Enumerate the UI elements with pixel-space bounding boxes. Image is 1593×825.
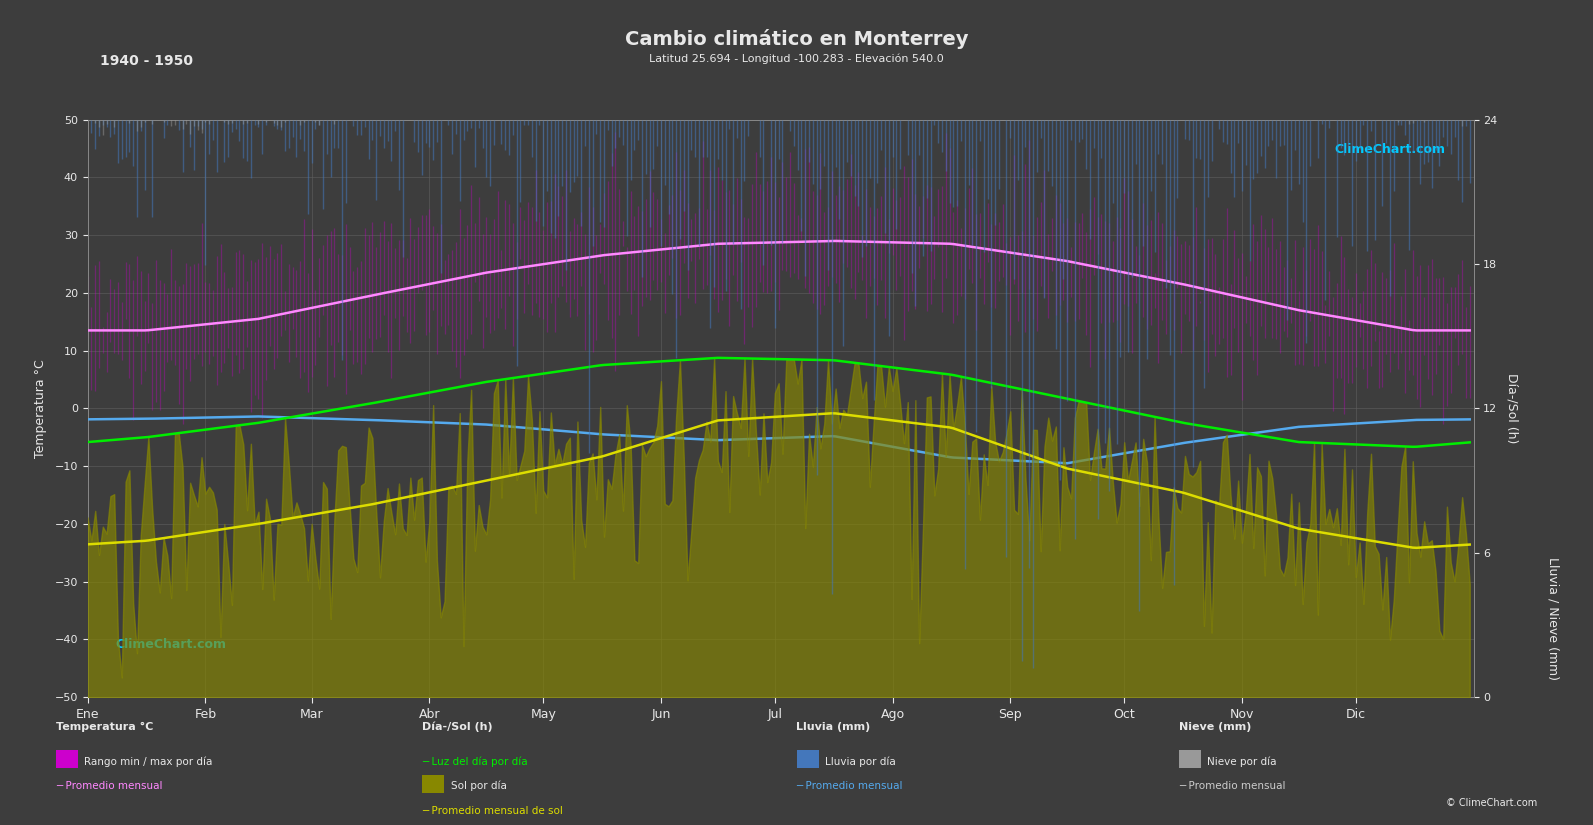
Text: ClimeChart.com: ClimeChart.com <box>1335 143 1446 156</box>
Text: Día-/Sol (h): Día-/Sol (h) <box>422 722 492 732</box>
Text: 1940 - 1950: 1940 - 1950 <box>100 54 193 68</box>
Text: Temperatura °C: Temperatura °C <box>56 722 153 732</box>
Text: Nieve (mm): Nieve (mm) <box>1179 722 1251 732</box>
Text: ─ Luz del día por día: ─ Luz del día por día <box>422 757 527 766</box>
Text: ─ Promedio mensual: ─ Promedio mensual <box>56 781 162 791</box>
Text: © ClimeChart.com: © ClimeChart.com <box>1446 799 1537 808</box>
Text: ─ Promedio mensual de sol: ─ Promedio mensual de sol <box>422 806 562 816</box>
Y-axis label: Día-/Sol (h): Día-/Sol (h) <box>1505 373 1518 444</box>
Text: Lluvia (mm): Lluvia (mm) <box>796 722 871 732</box>
Text: ─ Promedio mensual: ─ Promedio mensual <box>1179 781 1286 791</box>
Text: Latitud 25.694 - Longitud -100.283 - Elevación 540.0: Latitud 25.694 - Longitud -100.283 - Ele… <box>648 54 945 64</box>
Text: Sol por día: Sol por día <box>451 781 507 791</box>
Text: Lluvia por día: Lluvia por día <box>825 757 895 766</box>
Text: ─ Promedio mensual: ─ Promedio mensual <box>796 781 903 791</box>
Text: ClimeChart.com: ClimeChart.com <box>115 638 226 651</box>
Y-axis label: Temperatura °C: Temperatura °C <box>35 359 48 458</box>
Text: Rango min / max por día: Rango min / max por día <box>84 757 213 766</box>
Text: Cambio climático en Monterrey: Cambio climático en Monterrey <box>624 29 969 49</box>
Text: Nieve por día: Nieve por día <box>1207 757 1278 766</box>
Text: Lluvia / Nieve (mm): Lluvia / Nieve (mm) <box>1547 557 1560 681</box>
